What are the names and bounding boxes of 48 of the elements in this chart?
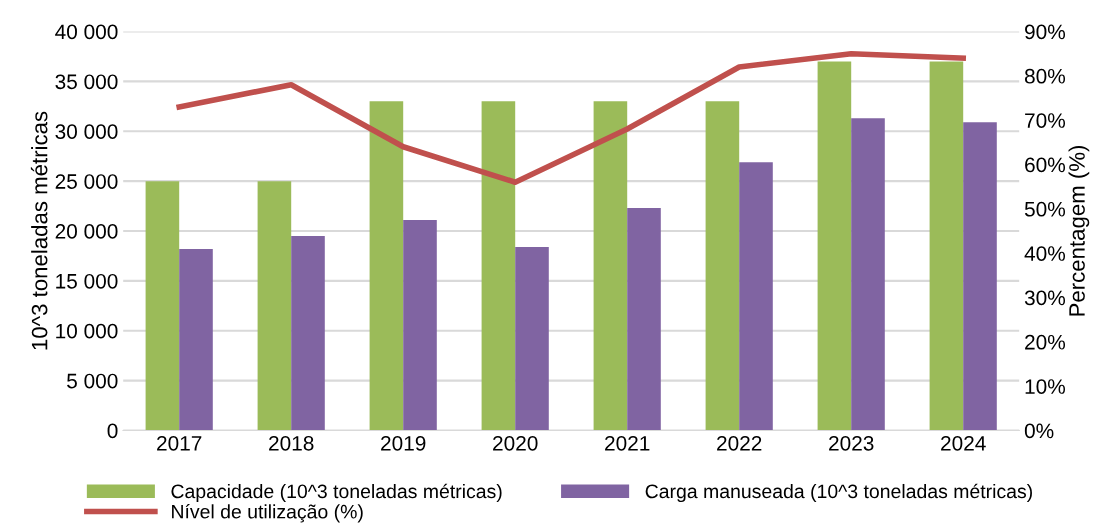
y2-axis-title: Percentagem (%)	[1068, 145, 1090, 316]
y-tick-label: 30 000	[55, 124, 118, 139]
y2-tick-label: 70%	[1025, 113, 1066, 128]
bar	[627, 208, 661, 431]
legend-label: Carga manuseada (10^3 toneladas métricas)	[645, 483, 1032, 503]
x-tick-label: 2019	[381, 435, 426, 451]
y2-tick-label: 50%	[1024, 201, 1066, 217]
y-tick-label: 0	[107, 423, 118, 439]
y-tick-label: 5 000	[67, 373, 118, 389]
y2-tick-label: 30%	[1024, 290, 1066, 306]
y-tick-label: 10 000	[56, 323, 118, 339]
y-tick-label: 25 000	[55, 174, 118, 189]
legend-label: Capacidade (10^3 toneladas métricas)	[171, 483, 502, 503]
x-tick-label: 2023	[829, 435, 874, 451]
y-tick-label: 35 000	[55, 74, 118, 90]
x-tick-label: 2022	[717, 435, 762, 451]
y-tick-label: 20 000	[55, 224, 118, 239]
y2-tick-label: 80%	[1024, 68, 1066, 84]
bar	[145, 181, 180, 431]
bar	[739, 162, 773, 431]
y2-tick-label: 90%	[1025, 24, 1066, 40]
bar	[705, 101, 740, 431]
bar	[817, 61, 852, 431]
y-tick-label: 15 000	[56, 273, 118, 289]
bar	[929, 61, 964, 431]
y2-tick-label: 20%	[1025, 334, 1066, 350]
bar	[257, 181, 292, 431]
x-tick-label: 2018	[269, 435, 314, 451]
bar	[369, 101, 404, 431]
bar	[593, 101, 628, 431]
x-tick-label: 2017	[157, 435, 202, 451]
x-tick-label: 2024	[941, 435, 986, 451]
bar	[291, 235, 325, 431]
y2-tick-label: 40%	[1024, 246, 1066, 261]
y2-tick-label: 0%	[1024, 423, 1054, 439]
y-axis-title: 10^3 toneladas métricas	[30, 111, 48, 350]
x-tick-label: 2021	[605, 435, 650, 451]
bar	[515, 246, 549, 431]
y2-tick-label: 60%	[1025, 157, 1066, 173]
bar	[963, 122, 997, 431]
y-tick-label: 40 000	[55, 24, 118, 40]
bar	[179, 248, 213, 431]
bar	[851, 118, 885, 431]
bar	[481, 101, 516, 431]
y2-tick-label: 10%	[1025, 379, 1066, 394]
x-tick-label: 2020	[493, 435, 538, 451]
legend-label: Nível de utilização (%)	[172, 504, 363, 523]
bar	[403, 220, 437, 431]
